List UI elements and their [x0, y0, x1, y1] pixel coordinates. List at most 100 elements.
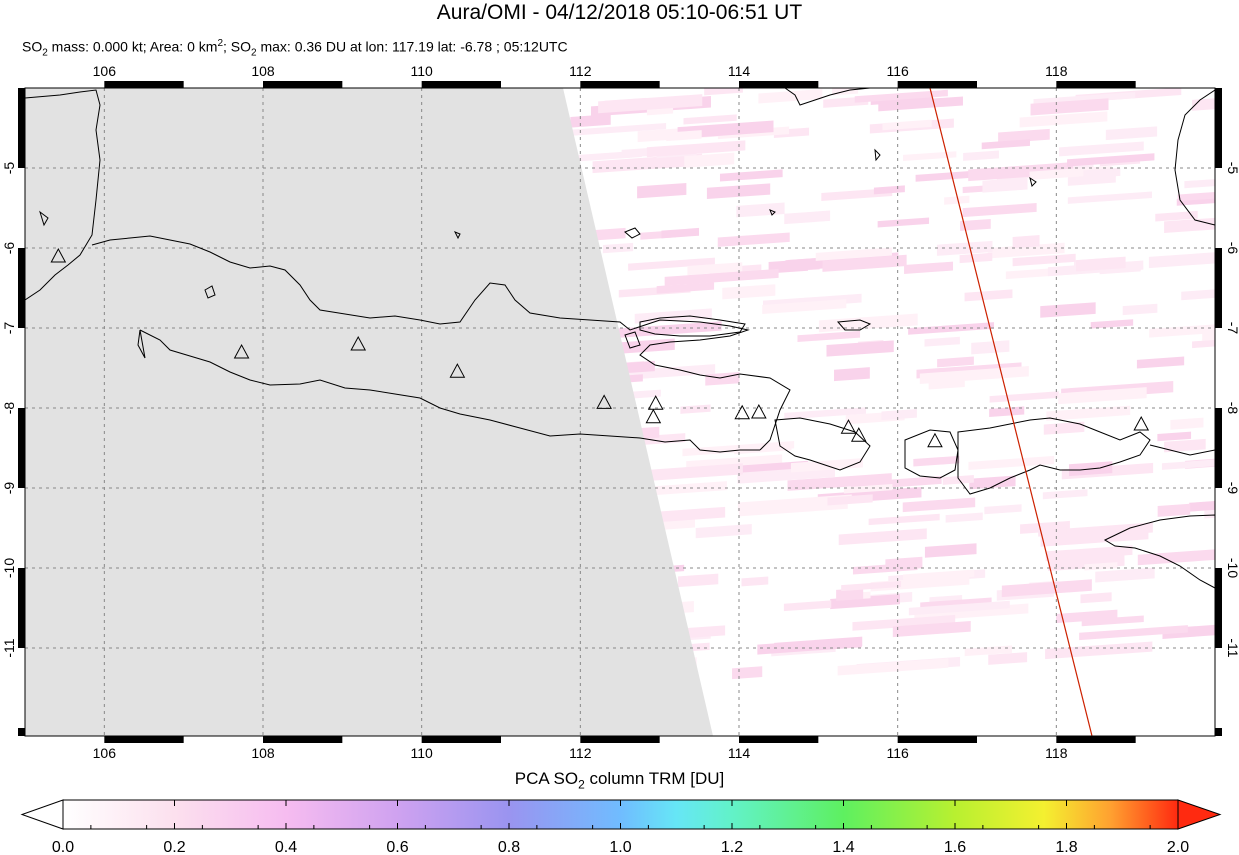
swath-pixel [854, 89, 948, 103]
swath-pixel [706, 183, 771, 200]
swath-pixel [882, 119, 932, 131]
swath-pixel [784, 210, 831, 225]
swath-pixel [1192, 337, 1215, 349]
border-bar-left [18, 568, 25, 648]
lon-labels-top: 106 108 110 112 114 116 118 [93, 63, 1068, 79]
lon-label-top: 118 [1045, 63, 1068, 79]
swath-pixel [883, 42, 948, 56]
coast-bawean [624, 227, 641, 239]
coast-sumbawa [957, 417, 1151, 495]
lon-label-top: 106 [93, 63, 117, 79]
no-data-region [25, 88, 713, 736]
lat-label-right: -7 [1225, 322, 1239, 335]
lat-label-left: -6 [1, 242, 17, 255]
swath-pixel [1043, 421, 1085, 435]
swath-pixel [682, 440, 795, 457]
swath-pixel [1067, 153, 1155, 167]
swath-pixel [762, 299, 847, 315]
volcano-triangle [233, 343, 250, 359]
colorbar-label: 0.2 [163, 839, 185, 855]
swath-pixel [1122, 303, 1158, 316]
swath-pixel [1095, 567, 1155, 583]
colorbar-max-arrow [1177, 799, 1222, 830]
coast-kangean [836, 319, 872, 331]
swath-pixel [717, 232, 790, 247]
lon-label-bottom: 112 [569, 745, 592, 761]
lat-label-left: -7 [1, 322, 17, 335]
swath-pixel [968, 162, 1073, 182]
lon-label-bottom: 106 [93, 745, 117, 761]
swath-pixel [962, 202, 1037, 218]
lon-label-bottom: 110 [411, 745, 434, 761]
lat-label-left: -5 [1, 162, 17, 175]
border-bar-right [1215, 728, 1222, 736]
colorbar-label: 0.4 [275, 839, 297, 855]
border-bar-bottom [739, 736, 819, 743]
swath-pixel [1184, 176, 1215, 189]
swath-pixel [1042, 489, 1088, 500]
colorbar-ticks [62, 800, 1179, 829]
swath-pixel [677, 573, 719, 588]
swath-pixel [705, 372, 740, 386]
swath-pixel [837, 658, 949, 676]
swath-pixel [984, 504, 1022, 515]
coast-java-north [91, 235, 791, 451]
swath-pixel [787, 473, 892, 491]
swath-pixel [989, 391, 1059, 403]
coast-islet-7 [874, 148, 881, 162]
swath-pixel [598, 94, 703, 114]
colorbar-label: 0.0 [52, 839, 74, 855]
swath-pixel [892, 620, 971, 638]
swath-pixel [1040, 302, 1096, 318]
swath-pixel [1164, 438, 1206, 453]
lat-label-right: -8 [1225, 402, 1239, 415]
volcano-triangle [1133, 415, 1150, 431]
swath-pixel [836, 587, 864, 601]
swath-pixel [904, 261, 954, 274]
swath-pixel [1046, 405, 1131, 421]
swath-pixel [737, 494, 852, 512]
swath-pixel [908, 600, 1010, 616]
colorbar-label: 0.8 [498, 839, 520, 855]
so2-mass-label: SO [22, 38, 43, 55]
so2-mass-text: mass: 0.000 kt; Area: 0 km [47, 38, 218, 55]
swath-pixel [1161, 458, 1215, 470]
swath-pixel [913, 455, 960, 467]
swath-pixel [834, 367, 870, 382]
swath-pixel [1192, 97, 1215, 111]
swath-pixel [630, 463, 743, 483]
border-bar-left [18, 408, 25, 488]
border-bar-bottom [104, 736, 184, 743]
swath-pixel [666, 130, 702, 142]
colorbar-label: 1.2 [721, 839, 743, 855]
swath-pixel [602, 242, 634, 254]
swath-pixel [944, 195, 970, 205]
swath-pixel [1170, 417, 1204, 430]
swath-pixel [988, 652, 1028, 665]
swath-pixel [784, 407, 867, 420]
border-bar-bottom [421, 736, 501, 743]
swath-pixel [868, 513, 940, 526]
border-bar-left [18, 248, 25, 328]
map-title: Aura/OMI - 04/12/2018 05:10-06:51 UT [436, 1, 803, 24]
border-bar-bottom [897, 736, 977, 743]
volcano-triangle [50, 247, 67, 263]
swath-pixel [580, 62, 689, 77]
swath-pixel [924, 336, 960, 347]
swath-pixel [903, 569, 975, 582]
colorbar-title-pre: PCA SO [514, 769, 579, 788]
lat-labels-right: -5 -6 -7 -8 -9 -10 -11 [1225, 162, 1239, 658]
lon-label-bottom: 108 [251, 745, 275, 761]
swath-pixel [1157, 431, 1192, 442]
swath-pixel [637, 182, 687, 199]
colorbar-label: 0.6 [386, 839, 408, 855]
so2-max-text: max: 0.36 DU at lon: 117.19 lat: -6.78 ;… [256, 38, 568, 55]
coast-islet-5 [1029, 176, 1037, 187]
volcano-triangle [927, 432, 943, 448]
lat-label-left: -10 [1, 558, 17, 578]
colorbar-labels: 0.0 0.2 0.4 0.6 0.8 1.0 1.2 1.4 1.6 1.8 2.0 [52, 839, 1189, 855]
swath-pixel [635, 481, 727, 497]
swath-pixel [877, 217, 930, 228]
border-bar-right [1215, 88, 1222, 168]
swath-pixel [981, 139, 1030, 150]
